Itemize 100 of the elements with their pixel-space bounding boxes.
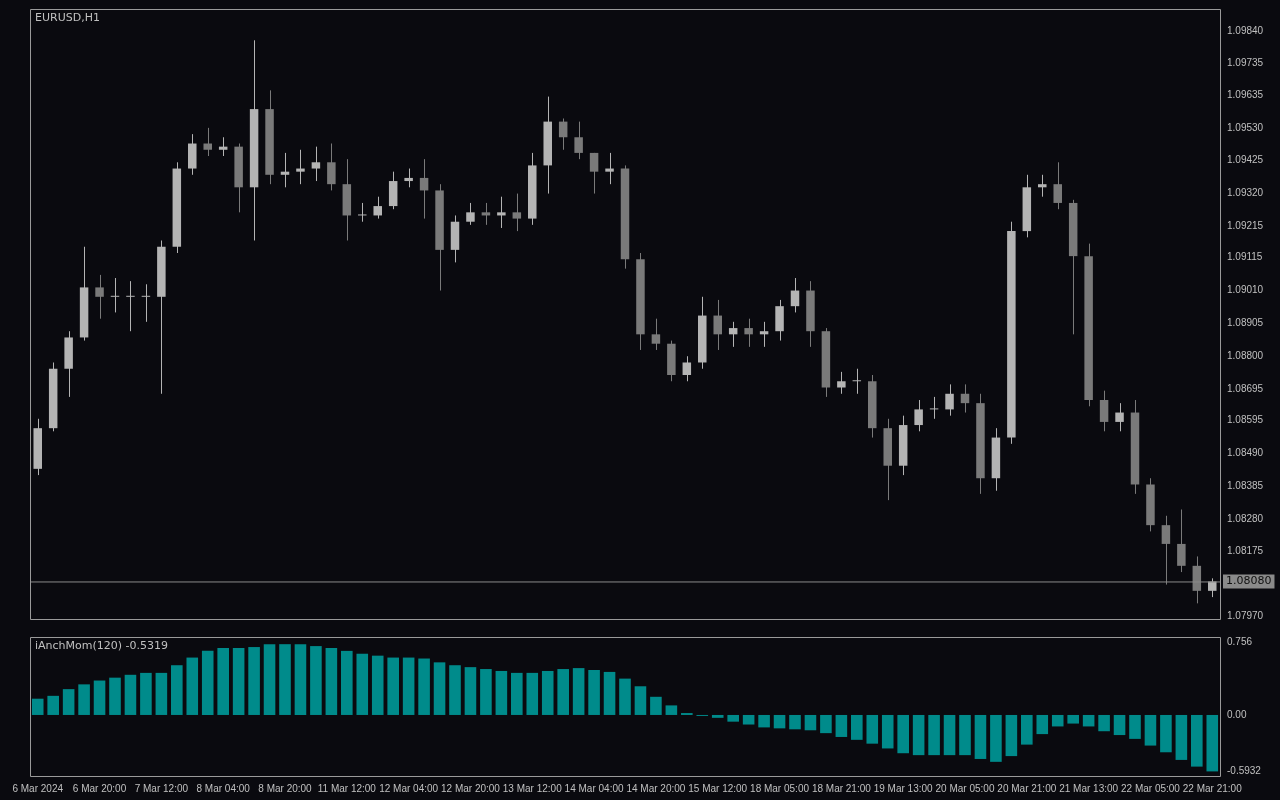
candlestick (373, 196, 382, 220)
candlestick (466, 202, 475, 226)
bar (928, 714, 940, 756)
bar (371, 655, 384, 715)
bar (171, 665, 183, 715)
bar (742, 714, 755, 725)
bar (186, 657, 199, 715)
y-tick-label: 1.08595 (1227, 414, 1264, 426)
bar (47, 695, 59, 715)
y-tick-label: 1.09115 (1227, 251, 1263, 263)
x-tick-label: 13 Mar 12:00 (502, 782, 563, 794)
y-tick-label: 1.08175 (1227, 545, 1264, 557)
candlestick (682, 355, 692, 382)
bar (31, 698, 44, 715)
bar (356, 653, 369, 715)
bar (511, 672, 523, 715)
y-tick-label: 1.09530 (1227, 121, 1264, 133)
bar (1005, 714, 1018, 757)
bar (990, 714, 1002, 762)
chart-title: EURUSD,H1 (35, 11, 100, 25)
bar (1144, 714, 1157, 746)
y-tick-label: 1.07970 (1227, 609, 1264, 621)
bar (418, 658, 430, 715)
y-tick-label: 0.00 (1227, 708, 1247, 720)
candlestick (1177, 509, 1186, 573)
bar (263, 644, 276, 715)
y-tick-label: 1.09320 (1227, 187, 1264, 199)
x-tick-label: 20 Mar 05:00 (935, 782, 995, 794)
candlestick (1161, 515, 1171, 586)
bar (1206, 714, 1219, 772)
bar (1098, 714, 1110, 732)
bar (402, 657, 415, 715)
bar (727, 714, 739, 722)
candlestick (203, 127, 212, 157)
x-tick-label: 15 Mar 12:00 (688, 782, 748, 794)
bar (248, 647, 260, 715)
y-tick-label: 1.09425 (1227, 154, 1264, 166)
bar (78, 684, 90, 715)
x-tick-label: 8 Mar 20:00 (258, 782, 313, 794)
bar (217, 648, 229, 715)
candlestick (744, 318, 753, 348)
candlestick (497, 196, 506, 229)
bar (851, 714, 863, 740)
candlestick (837, 371, 846, 395)
bar (789, 714, 801, 730)
candlestick (512, 193, 522, 232)
candlestick (589, 152, 599, 195)
candlestick (1053, 161, 1062, 210)
bar (758, 714, 770, 728)
candlestick (605, 152, 614, 185)
bar (232, 648, 245, 715)
bar (541, 670, 554, 715)
candlestick (95, 274, 104, 320)
candlestick (790, 277, 800, 313)
bar (526, 672, 539, 715)
bar (1082, 714, 1095, 727)
candlestick (126, 280, 135, 332)
x-tick-label: 21 Mar 13:00 (1059, 782, 1119, 794)
candlestick (651, 318, 661, 351)
bar (619, 678, 631, 715)
bar (433, 662, 446, 715)
candlestick (728, 321, 738, 348)
bar (897, 714, 909, 754)
bar (665, 705, 678, 715)
candlestick (1115, 402, 1124, 432)
bar (1113, 714, 1126, 736)
x-tick-label: 14 Mar 20:00 (626, 782, 686, 794)
x-tick-label: 19 Mar 13:00 (873, 782, 934, 794)
bar (1129, 714, 1141, 739)
bar (974, 714, 987, 759)
candlestick (358, 202, 367, 223)
x-tick-label: 8 Mar 04:00 (196, 782, 251, 794)
bar (1191, 714, 1203, 767)
y-tick-label: 1.09840 (1227, 24, 1264, 36)
bar (387, 657, 399, 715)
bar (294, 644, 307, 715)
candlestick (1038, 174, 1047, 198)
bar (557, 669, 569, 715)
x-tick-label: 11 Mar 12:00 (317, 782, 377, 794)
candlestick (419, 158, 429, 220)
bar (1175, 714, 1188, 760)
y-tick-label: -0.5932 (1227, 765, 1262, 777)
y-tick-label: 1.08490 (1227, 446, 1264, 458)
y-tick-label: 1.08385 (1227, 479, 1264, 491)
bar (93, 680, 106, 715)
bar (1036, 714, 1049, 735)
bar (201, 650, 214, 715)
bar (109, 677, 121, 715)
x-tick-label: 7 Mar 12:00 (134, 782, 189, 794)
candlestick (558, 117, 568, 151)
candlestick (914, 399, 923, 432)
candlestick (327, 143, 336, 191)
candlestick (574, 121, 583, 160)
x-tick-label: 14 Mar 04:00 (564, 782, 624, 794)
y-tick-label: 1.08905 (1227, 317, 1264, 329)
x-tick-label: 12 Mar 20:00 (440, 782, 501, 794)
bar (310, 646, 322, 715)
bar (881, 714, 894, 749)
bar (1051, 714, 1064, 727)
bar (711, 714, 724, 718)
